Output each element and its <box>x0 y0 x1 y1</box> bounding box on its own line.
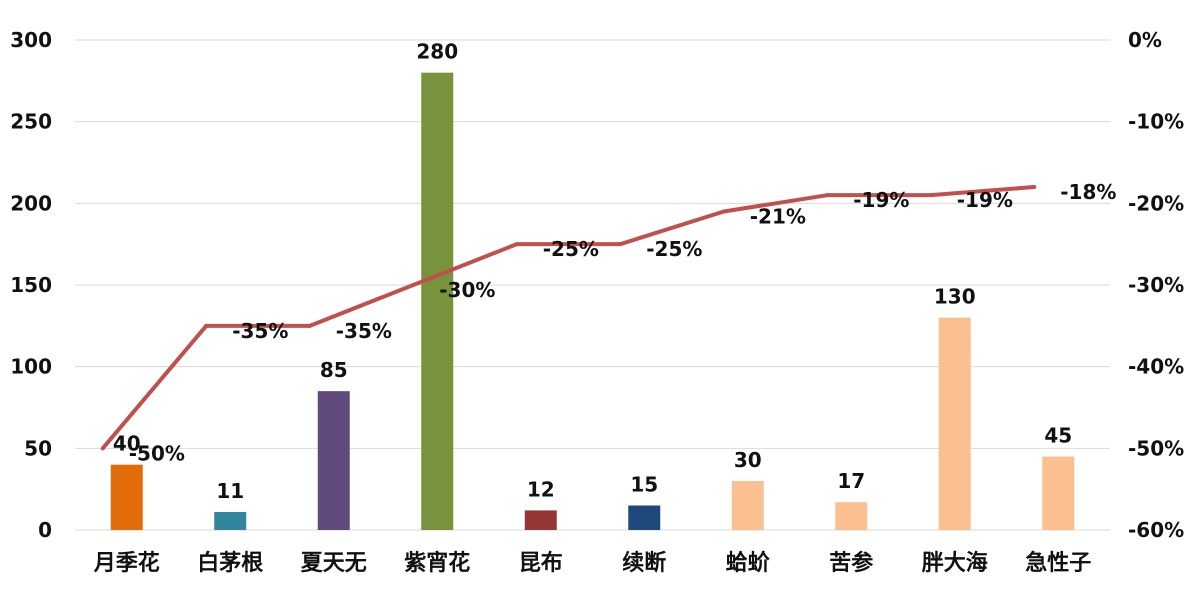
bar <box>1042 456 1075 530</box>
bar <box>110 464 143 530</box>
line-point <box>514 242 519 247</box>
y2-tick-label: -20% <box>1128 191 1184 215</box>
bar <box>835 502 868 530</box>
line-value-label: -19% <box>853 188 909 212</box>
y2-tick-label: 0% <box>1128 28 1162 52</box>
y2-tick-label: -40% <box>1128 355 1184 379</box>
bar-value-label: 11 <box>216 479 244 503</box>
bar <box>731 481 764 530</box>
line-point <box>100 446 105 451</box>
x-tick-label: 蛤蚧 <box>726 550 770 576</box>
x-tick-label: 急性子 <box>1025 550 1091 576</box>
axes: 0 50 100 150 200 250 300 -60% -50% -40% -30% -20% -1… <box>10 28 1184 576</box>
bar <box>628 505 661 530</box>
y-tick-label: 250 <box>10 110 52 134</box>
y2-tick-label: -10% <box>1128 110 1184 134</box>
bar <box>214 512 247 530</box>
x-tick-label: 胖大海 <box>922 550 988 576</box>
y2-tick-label: -60% <box>1128 518 1184 542</box>
line-point <box>618 242 623 247</box>
line-value-label: -18% <box>1060 180 1116 204</box>
bar-value-label: 280 <box>416 40 458 64</box>
y-tick-label: 300 <box>10 28 52 52</box>
y-tick-label: 50 <box>24 436 52 460</box>
bar-value-label: 17 <box>837 469 865 493</box>
bar-series <box>110 72 1075 531</box>
line-value-label: -50% <box>129 441 185 465</box>
line-point <box>307 323 312 328</box>
x-tick-label: 昆布 <box>519 550 563 576</box>
line-value-label: -19% <box>957 188 1013 212</box>
bar <box>421 72 454 531</box>
line-point <box>411 283 416 287</box>
line-value-label: -25% <box>543 237 599 261</box>
line-point <box>1032 185 1037 189</box>
x-tick-label: 白茅根 <box>197 550 263 576</box>
line-value-label: -35% <box>336 319 392 343</box>
line-point <box>204 323 209 328</box>
line-path <box>101 185 1035 450</box>
y-tick-label: 0 <box>38 518 52 542</box>
gridlines <box>75 39 1110 531</box>
line-point <box>825 193 830 198</box>
y-tick-label: 100 <box>10 355 52 379</box>
line-value-label: -35% <box>232 319 288 343</box>
y-tick-label: 150 <box>10 273 52 297</box>
x-tick-label: 紫宵花 <box>404 550 470 576</box>
line-value-label: -21% <box>750 205 806 229</box>
data-labels: 40 11 85 280 12 15 30 17 130 45 -50% -35% -35% -30% -2… <box>113 40 1117 503</box>
y2-tick-label: -30% <box>1128 273 1184 297</box>
bar-value-label: 15 <box>630 473 658 497</box>
line-point <box>928 193 933 198</box>
bar-value-label: 30 <box>734 448 762 472</box>
y-tick-label: 200 <box>10 191 52 215</box>
bar <box>524 510 557 530</box>
bar-value-label: 45 <box>1044 424 1072 448</box>
bar-value-label: 130 <box>934 285 976 309</box>
line-value-label: -30% <box>439 278 495 302</box>
x-tick-label: 续断 <box>622 550 666 576</box>
line-point <box>721 209 726 214</box>
bar <box>938 317 971 530</box>
line-series <box>100 185 1037 451</box>
bar-value-label: 40 <box>113 432 141 456</box>
x-tick-label: 夏天无 <box>301 551 367 576</box>
line-value-label: -25% <box>646 237 702 261</box>
bar-value-label: 85 <box>320 358 348 382</box>
bar <box>317 391 350 530</box>
bar-value-label: 12 <box>527 477 555 501</box>
x-tick-label: 月季花 <box>93 550 160 576</box>
x-tick-label: 苦参 <box>829 550 873 576</box>
y2-tick-label: -50% <box>1128 436 1184 460</box>
